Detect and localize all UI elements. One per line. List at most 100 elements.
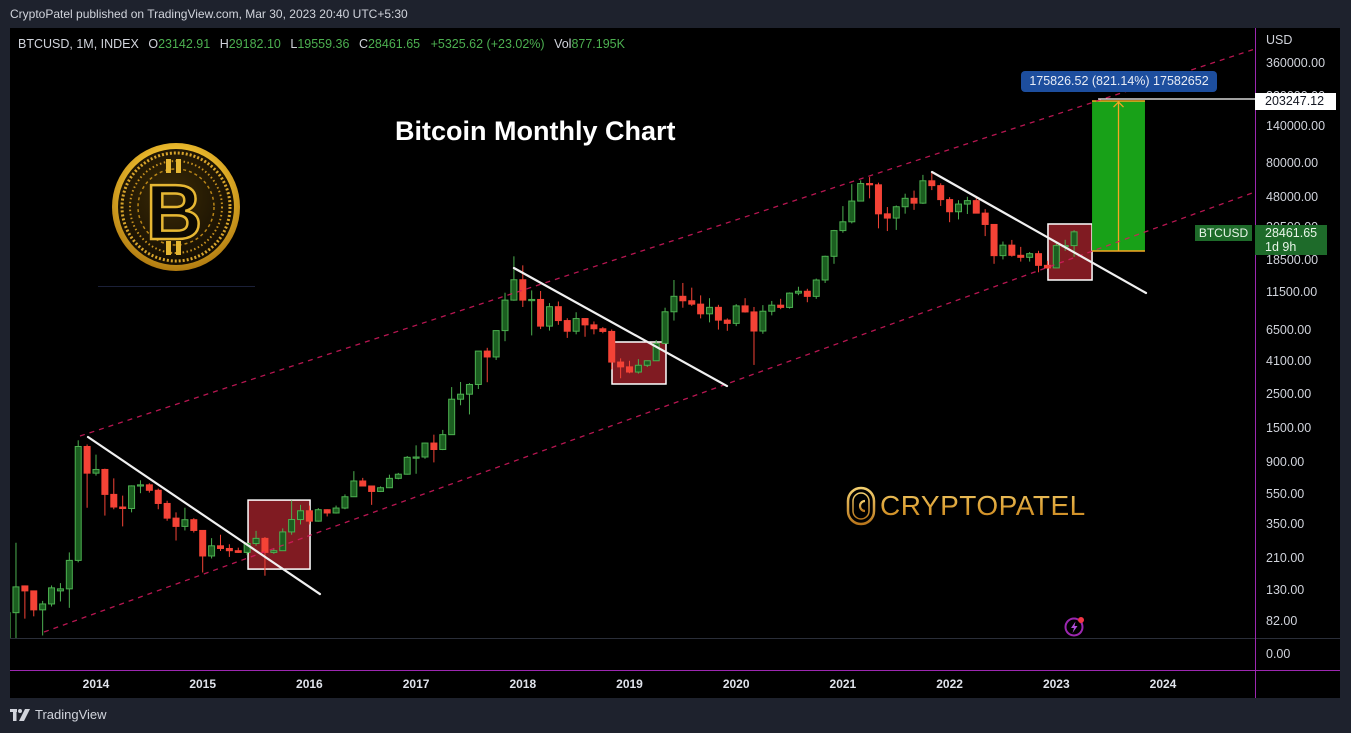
candle-body [1070, 231, 1078, 247]
last-price-symbol-tag: BTCUSD [1195, 225, 1252, 241]
candle [963, 196, 971, 215]
candle-body [652, 342, 660, 362]
legend-volume-label: Vol [554, 37, 572, 51]
candle-body [21, 585, 29, 592]
price-range-measure-label[interactable]: 175826.52 (821.14%) 17582652 [1021, 71, 1217, 92]
candle-body [341, 496, 349, 509]
candle [1026, 252, 1034, 262]
price-tick-label: 4100.00 [1266, 353, 1312, 368]
candle-body [394, 473, 402, 479]
candle [688, 287, 696, 306]
candle-body [821, 255, 829, 281]
candle-body [1008, 244, 1016, 256]
candle [163, 500, 171, 521]
candle-body [954, 203, 962, 213]
trendline[interactable] [930, 170, 1148, 295]
candle [732, 304, 740, 327]
candle-body [252, 537, 260, 544]
candle [545, 303, 553, 331]
price-tick-label: 900.00 [1266, 454, 1305, 469]
candle [563, 318, 571, 338]
candle [910, 190, 918, 210]
candle [10, 612, 11, 638]
candle-body [225, 547, 233, 552]
candle [288, 500, 296, 535]
candle [892, 205, 900, 230]
candle-body [385, 477, 393, 489]
candle-body [323, 509, 331, 514]
time-tick-label: 2023 [1042, 677, 1070, 691]
candle [937, 183, 945, 206]
price-range-projection[interactable] [1092, 100, 1145, 252]
candle-body [83, 445, 91, 474]
candle-body [332, 507, 340, 514]
candle [554, 301, 562, 325]
candle-body [661, 311, 669, 344]
candle [901, 193, 909, 214]
candle [368, 485, 376, 505]
price-tick-label: 18500.00 [1266, 253, 1319, 268]
highlight-box[interactable] [1047, 223, 1093, 281]
candle [341, 494, 349, 510]
candle-body [848, 200, 856, 223]
candle-body [1026, 253, 1034, 258]
lower-channel-line[interactable] [43, 191, 1255, 633]
candle-body [590, 324, 598, 330]
candle [297, 504, 305, 525]
candle-body [154, 489, 162, 504]
candle-body [537, 298, 545, 327]
candle [279, 528, 287, 552]
candle [830, 229, 838, 264]
candle [145, 483, 153, 493]
candle [465, 383, 473, 415]
candle [794, 286, 802, 296]
candle [706, 298, 714, 323]
legend-symbol[interactable]: BTCUSD, 1M, INDEX [18, 37, 139, 51]
trendline[interactable] [86, 435, 322, 596]
candle [439, 429, 447, 451]
candle [1017, 246, 1025, 262]
candle-body [528, 298, 536, 302]
candle [21, 585, 29, 619]
candle [1052, 243, 1060, 269]
lightning-alert-icon[interactable] [1063, 615, 1087, 639]
candle-body [145, 484, 153, 491]
candle-body [972, 200, 980, 214]
candle-body [510, 279, 518, 301]
price-tick-label: 360000.00 [1266, 55, 1326, 70]
candle-body [501, 299, 509, 332]
candle [821, 255, 829, 283]
candle [883, 207, 891, 232]
legend-volume-value: 877.195K [571, 37, 625, 51]
candle-body [626, 366, 633, 373]
footer-brand[interactable]: TradingView [10, 707, 107, 722]
candle-body [688, 300, 696, 305]
price-axis-currency[interactable]: USD [1266, 33, 1293, 47]
candle [350, 471, 358, 498]
upper-channel-line[interactable] [79, 48, 1255, 437]
time-tick-label: 2017 [402, 677, 430, 691]
candle [30, 590, 38, 617]
bitcoin-logo-icon: B [112, 143, 240, 271]
candle [323, 509, 331, 517]
candle-body [732, 305, 740, 324]
candle-body [554, 306, 562, 322]
candle [412, 445, 420, 474]
legend-open-value: 23142.91 [158, 37, 211, 51]
legend-close-value: 28461.65 [367, 37, 421, 51]
trendline[interactable] [512, 266, 729, 388]
candle [394, 472, 402, 480]
candle-body [92, 468, 100, 474]
candle-body [857, 183, 865, 202]
bar-countdown: 1d 9h [1265, 240, 1297, 254]
price-tick-label: 1500.00 [1266, 420, 1312, 435]
candle [119, 495, 127, 527]
legend-low-label: L [290, 37, 298, 51]
pane-separator[interactable] [10, 638, 1340, 639]
candle-body [919, 180, 927, 204]
svg-text:B: B [146, 168, 202, 256]
candle [12, 542, 20, 638]
candle-body [634, 364, 642, 373]
candle [101, 468, 109, 516]
